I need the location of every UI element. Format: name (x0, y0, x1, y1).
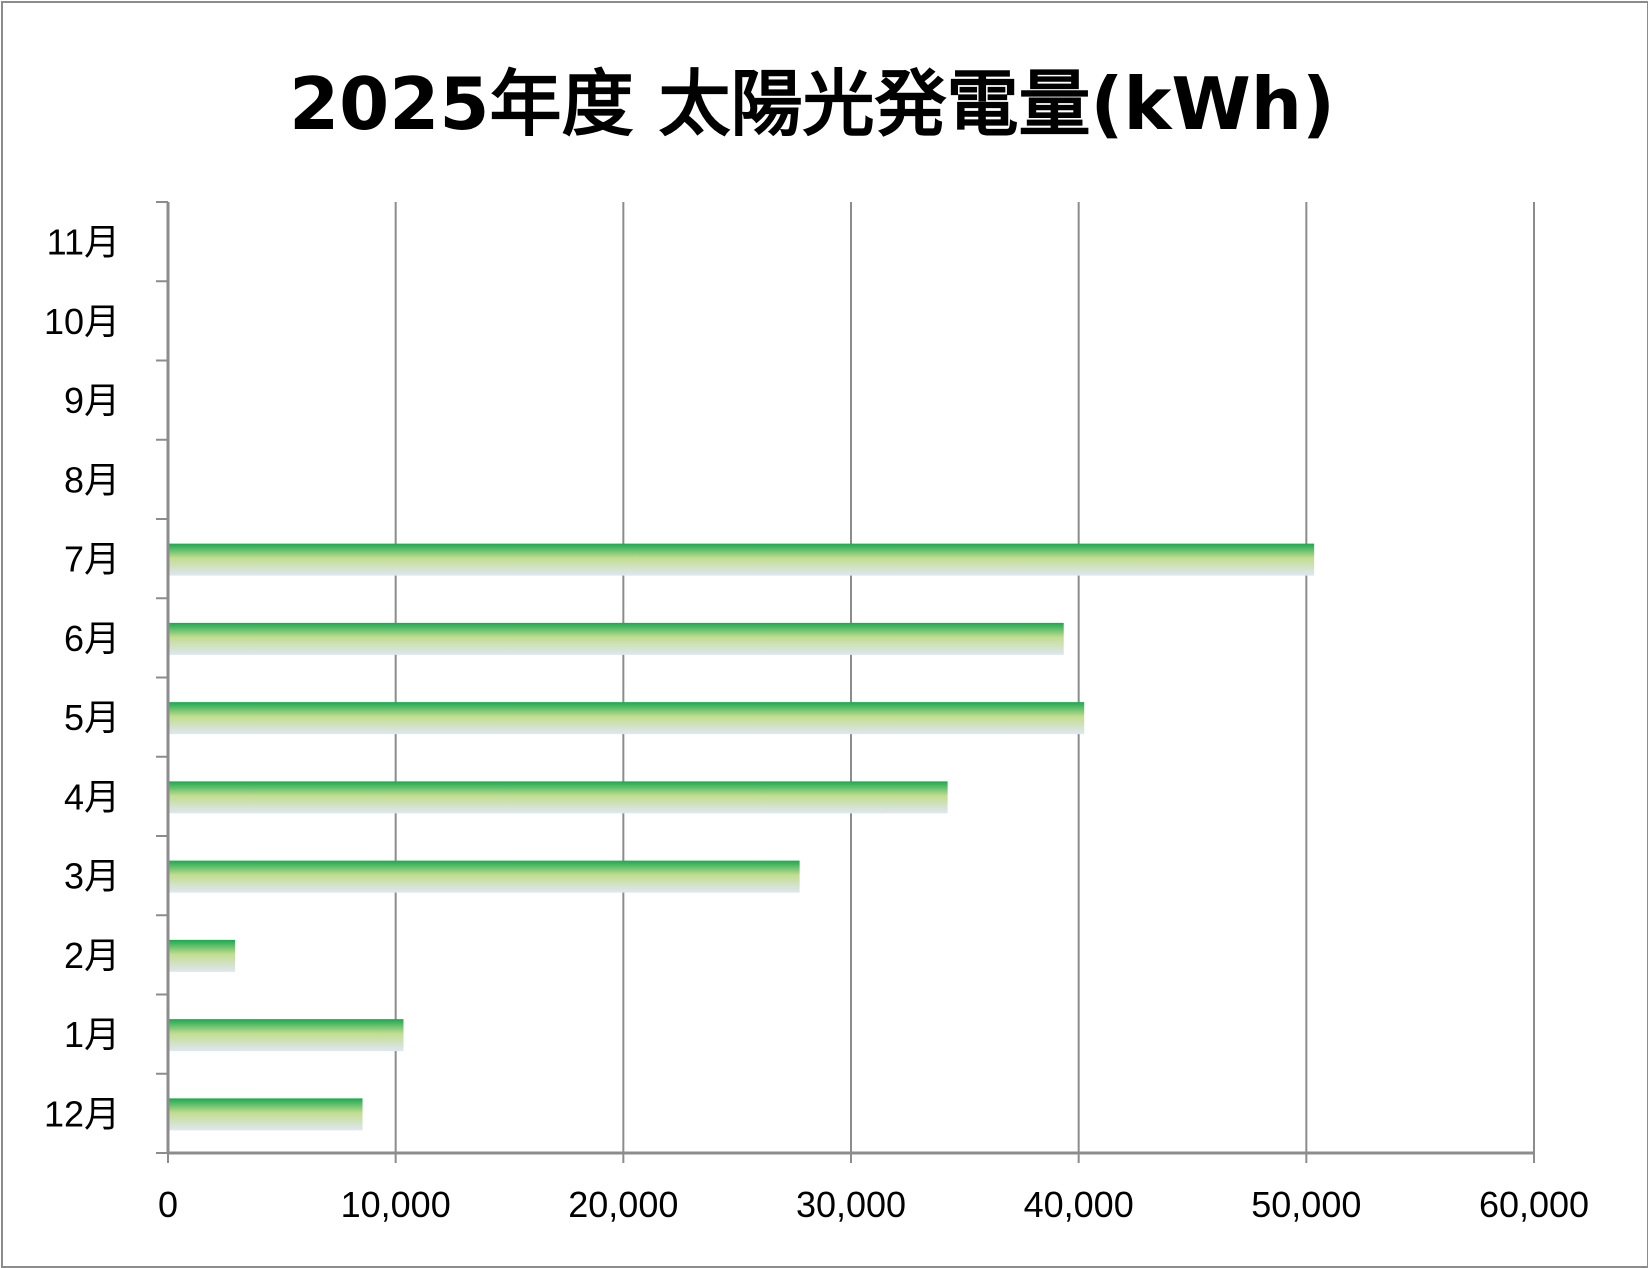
axes (156, 201, 1535, 1163)
chart-title: 2025年度 太陽光発電量(kWh) (289, 62, 1335, 146)
x-tick-label: 50,000 (1251, 1184, 1361, 1225)
bars (169, 543, 1315, 1131)
y-category-label: 7月 (64, 539, 120, 580)
x-tick-label: 40,000 (1024, 1184, 1134, 1225)
bar (169, 860, 800, 893)
bar (169, 543, 1315, 576)
y-category-label: 9月 (64, 380, 120, 421)
bar (169, 622, 1064, 655)
bar-chart: 2025年度 太陽光発電量(kWh) 0 10,000 20,000 30,000 40… (44, 62, 1589, 1225)
y-category-label: 4月 (64, 776, 120, 817)
y-category-label: 10月 (44, 301, 120, 342)
y-category-label: 1月 (64, 1014, 120, 1055)
bar (169, 1098, 363, 1131)
bar (169, 702, 1085, 735)
y-category-label: 3月 (64, 856, 120, 897)
y-category-label: 5月 (64, 697, 120, 738)
bar (169, 939, 236, 972)
x-tick-label: 60,000 (1479, 1184, 1589, 1225)
y-category-label: 11月 (47, 222, 120, 263)
gridlines (394, 202, 1535, 1153)
y-category-label: 6月 (64, 618, 120, 659)
labels: 0 10,000 20,000 30,000 40,000 50,000 60,000 12月… (44, 222, 1589, 1225)
bar (169, 781, 948, 814)
y-category-label: 2月 (64, 935, 120, 976)
x-tick-label: 0 (158, 1184, 178, 1225)
x-tick-label: 30,000 (796, 1184, 906, 1225)
x-tick-label: 20,000 (568, 1184, 678, 1225)
y-category-label: 8月 (64, 459, 120, 500)
bar (169, 1019, 404, 1052)
x-tick-label: 10,000 (341, 1184, 451, 1225)
y-category-label: 12月 (44, 1093, 120, 1134)
